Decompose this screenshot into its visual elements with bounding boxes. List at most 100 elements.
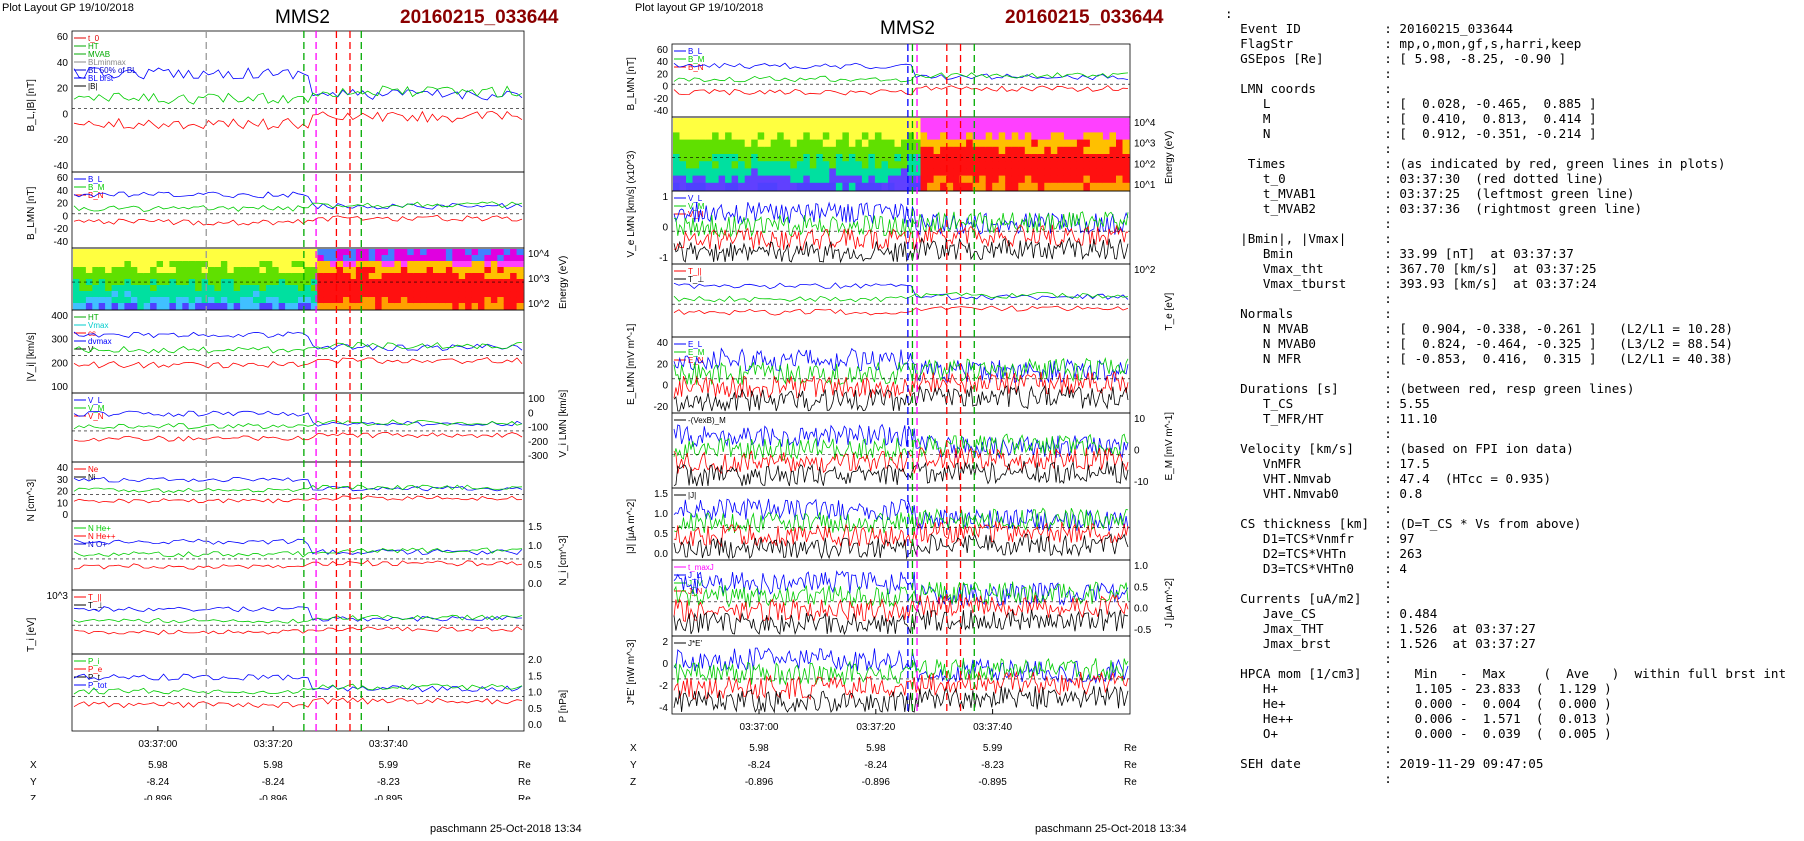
spectrogram-cell	[85, 291, 93, 298]
spectrogram-cell	[220, 285, 228, 292]
spectrogram-cell	[699, 182, 707, 191]
spectrogram-cell	[979, 182, 987, 191]
spectrogram-cell	[105, 273, 113, 280]
spectrogram-cell	[848, 161, 856, 169]
panel-2-legend-entry: B_M	[88, 183, 105, 192]
spectrogram-cell	[201, 285, 209, 292]
spectrogram-cell	[803, 175, 811, 184]
spectrogram-cell	[1018, 125, 1026, 133]
spectrogram-cell	[259, 273, 267, 280]
info-key: D1=TCS*Vnmfr	[1225, 531, 1385, 546]
spectrogram-cell	[465, 255, 473, 262]
spectrogram-cell	[1102, 139, 1110, 148]
info-row: HPCA mom [1/cm3] : Min - Max ( Ave ) wit…	[1225, 666, 1786, 681]
info-value: : 393.93 [km/s] at 03:37:24	[1384, 276, 1597, 291]
spectrogram-cell	[182, 261, 190, 268]
info-value: : [ 5.98, -8.25, -0.90 ]	[1384, 51, 1567, 66]
spectrogram-cell	[208, 297, 215, 304]
spectrogram-cell	[1005, 161, 1013, 169]
spectrogram-cell	[381, 285, 389, 292]
spectrogram-cell	[790, 161, 798, 169]
spectrogram-cell	[1031, 139, 1039, 148]
spectrogram-cell	[394, 291, 402, 298]
panel-2-tick-label: 10^2	[1134, 159, 1156, 170]
spectrogram-cell	[452, 249, 460, 256]
spectrogram-cell	[137, 297, 145, 304]
spectrogram-cell	[673, 161, 681, 169]
info-value: : 0.484	[1384, 606, 1438, 621]
spectrogram-cell	[285, 285, 293, 292]
spectrogram-cell	[764, 182, 772, 191]
spectrogram-cell	[175, 285, 183, 292]
info-key	[1225, 651, 1384, 666]
spectrogram-cell	[803, 161, 811, 169]
spectrogram-cell	[227, 273, 235, 280]
info-key: t_MVAB2	[1225, 201, 1385, 216]
spectrogram-cell	[156, 279, 164, 286]
spectrogram-cell	[278, 285, 286, 292]
spectrogram-cell	[718, 125, 726, 133]
spectrogram-cell	[516, 273, 524, 280]
panel-4-trace	[73, 341, 523, 354]
spectrogram-cell	[855, 139, 863, 148]
spectrogram-cell	[278, 261, 286, 268]
spectrogram-cell	[796, 118, 804, 126]
spectrogram-cell	[195, 261, 203, 268]
spectrogram-cell	[1037, 132, 1045, 141]
spectrogram-cell	[336, 267, 344, 274]
spectrogram-cell	[490, 273, 498, 280]
spectrogram-cell	[233, 291, 241, 298]
spectrogram-cell	[111, 285, 119, 292]
spectrogram-cell	[503, 279, 511, 286]
spectrogram-cell	[679, 125, 687, 133]
spectrogram-cell	[156, 249, 164, 256]
panel-7-legend-entry: |J|	[688, 491, 696, 500]
spectrogram-cell	[426, 267, 434, 274]
spectrogram-cell	[914, 168, 922, 177]
spectrogram-cell	[731, 132, 739, 141]
spectrogram-cell	[992, 125, 1000, 133]
spectrogram-cell	[420, 303, 428, 310]
spectrogram-cell	[310, 303, 318, 310]
spectrogram-cell	[803, 139, 811, 148]
spectrogram-cell	[439, 285, 447, 292]
spectrogram-cell	[894, 168, 902, 177]
spectrogram-cell	[744, 146, 752, 155]
panel-8-trace	[673, 570, 1129, 607]
info-value: : [ 0.824, -0.464, -0.325 ] (L3/L2 = 88.…	[1384, 336, 1734, 351]
panel-3-tick-label: 10^4	[528, 249, 550, 260]
spectrogram-cell	[259, 303, 267, 310]
spectrogram-cell	[227, 249, 235, 256]
spectrogram-cell	[265, 285, 273, 292]
info-row: Jmax_THT : 1.526 at 03:37:27	[1225, 621, 1786, 636]
panel-1-tick-label: 0	[662, 82, 668, 93]
spectrogram-cell	[1109, 125, 1117, 133]
spectrogram-cell	[368, 285, 376, 292]
panel-4-trace	[73, 331, 523, 351]
spectrogram-cell	[933, 125, 941, 133]
spectrogram-cell	[933, 161, 941, 169]
coord-value: 5.98	[749, 743, 769, 754]
spectrogram-cell	[458, 249, 466, 256]
spectrogram-cell	[246, 255, 254, 262]
spectrogram-cell	[705, 125, 713, 133]
spectrogram-cell	[272, 273, 280, 280]
spectrogram-cell	[901, 118, 909, 126]
spectrogram-cell	[478, 261, 485, 268]
spectrogram-cell	[770, 146, 778, 155]
spectrogram-cell	[227, 261, 235, 268]
spectrogram-cell	[163, 303, 170, 310]
spectrogram-cell	[105, 267, 113, 274]
coord-value: -8.23	[981, 760, 1004, 771]
spectrogram-cell	[310, 297, 318, 304]
spectrogram-cell	[874, 125, 882, 133]
info-key: H+	[1225, 681, 1385, 696]
panel-1-ylabel: B_LMN [nT]	[626, 57, 637, 111]
spectrogram-cell	[953, 132, 961, 141]
info-value: : (based on FPI ion data)	[1384, 441, 1574, 456]
spectrogram-cell	[848, 118, 856, 126]
spectrogram-cell	[699, 125, 707, 133]
info-row: t_MVAB1 : 03:37:25 (leftmost green line)	[1225, 186, 1786, 201]
spectrogram-cell	[343, 273, 350, 280]
info-value: :	[1384, 591, 1392, 606]
